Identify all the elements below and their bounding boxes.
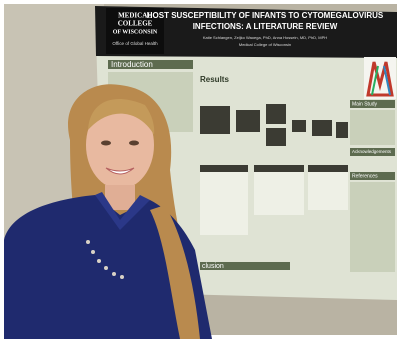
text-block — [350, 110, 395, 145]
collar — [95, 192, 150, 230]
logo-text: COLLEGE — [118, 20, 153, 28]
logo-subtext: Office of Global Health — [112, 41, 158, 46]
logo-box — [106, 8, 164, 54]
poster-affiliation: Medical College of Wisconsin — [239, 42, 291, 47]
necklace — [86, 240, 124, 279]
face — [86, 101, 154, 189]
poster-title: HOST SUSCEPTIBILITY OF INFANTS TO CYTOME… — [147, 11, 384, 20]
logo-text: MEDICAL — [118, 12, 152, 20]
logo-right-mark — [366, 61, 394, 97]
section-title: Acknowledgements — [352, 149, 392, 154]
text-block — [350, 182, 395, 272]
tables — [200, 165, 348, 235]
smile — [105, 167, 135, 175]
section-header — [350, 100, 395, 108]
hair-strand — [150, 205, 200, 339]
section-title: Introduction — [111, 60, 153, 69]
section-title: clusion — [202, 263, 224, 270]
logo-right-mark — [371, 65, 379, 96]
hair-top — [88, 98, 155, 135]
eye — [101, 140, 111, 146]
section-header — [200, 262, 290, 270]
section-header — [350, 172, 395, 180]
poster-authors: Katie Schlangen, Zeljko Waoega, PhD, Ann… — [203, 35, 327, 40]
logo-right-mark — [383, 65, 391, 96]
flowchart — [200, 104, 348, 146]
section-title: References — [352, 173, 378, 179]
section-header — [350, 148, 395, 156]
section-header — [108, 60, 193, 69]
section-title: Main Study — [352, 101, 378, 107]
section-title: Results — [200, 75, 229, 84]
poster-header — [95, 6, 397, 58]
eye — [129, 140, 139, 146]
poster-title: INFECTIONS: A LITERATURE REVIEW — [193, 22, 338, 31]
logo-text: OF WISCONSIN — [113, 29, 158, 35]
